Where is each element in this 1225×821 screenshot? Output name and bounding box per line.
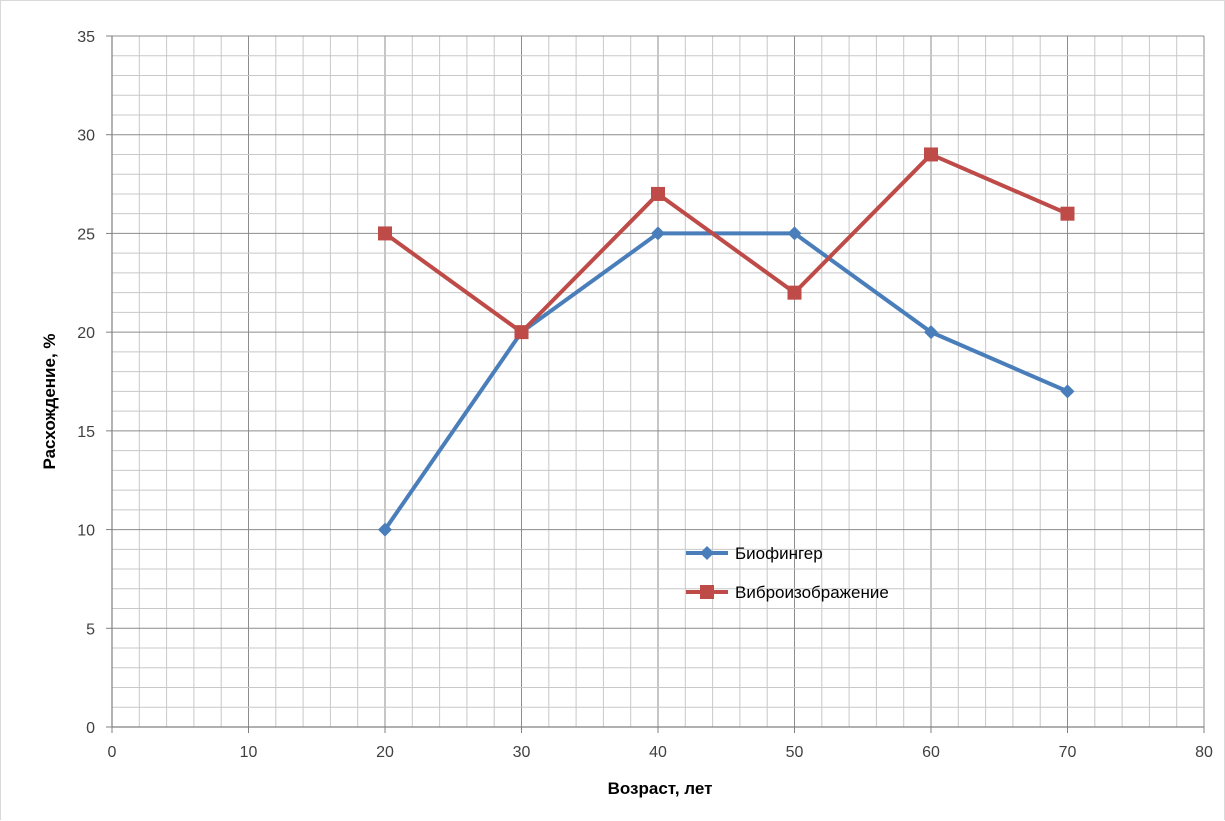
x-tick-label: 80 [1195, 744, 1213, 761]
data-point-marker [787, 285, 802, 300]
axes: 0 10 20 30 40 50 60 70 80 0 5 10 15 20 25 30 35 [77, 29, 1213, 761]
y-axis-title: Расхождение, % [40, 333, 59, 469]
series-line [383, 231, 1069, 531]
data-point-marker [651, 226, 665, 241]
x-axis-title: Возраст, лет [608, 779, 713, 798]
y-tick-label: 10 [77, 523, 95, 540]
legend-diamond-icon [700, 546, 714, 560]
x-tick-label: 10 [240, 744, 258, 761]
x-tick-label: 60 [922, 744, 940, 761]
series-biofinger [378, 226, 1075, 537]
series-vibroimage [378, 147, 1075, 340]
data-point-marker [924, 325, 938, 340]
data-point-marker [924, 147, 938, 162]
series-layer [378, 147, 1075, 537]
x-tick-label: 40 [649, 744, 667, 761]
data-point-marker [787, 226, 802, 241]
legend-label-vibroimage: Виброизображение [735, 583, 889, 602]
x-tick-label: 20 [376, 744, 394, 761]
legend-label-biofinger: Биофингер [735, 544, 823, 563]
x-tick-label: 50 [786, 744, 804, 761]
y-tick-label: 0 [86, 720, 95, 737]
y-tick-label: 5 [86, 621, 95, 638]
x-tick-label: 0 [108, 744, 117, 761]
data-point-marker [514, 325, 529, 340]
y-tick-label: 15 [77, 424, 95, 441]
data-point-marker [378, 226, 392, 241]
y-tick-label: 20 [77, 325, 95, 342]
data-point-marker [651, 186, 665, 201]
x-tick-label: 30 [513, 744, 531, 761]
y-tick-label: 25 [77, 226, 95, 243]
legend-marker-icon [700, 546, 714, 560]
series-line [383, 152, 1069, 335]
data-point-marker [1060, 384, 1075, 399]
data-point-marker [378, 522, 392, 537]
x-tick-label: 70 [1059, 744, 1077, 761]
legend-square-icon [700, 585, 714, 599]
data-point-marker [1060, 206, 1075, 221]
legend-marker-icon [700, 585, 714, 599]
y-tick-label: 35 [77, 29, 95, 46]
grid [111, 35, 1205, 728]
y-tick-label: 30 [77, 128, 95, 145]
legend: Биофингер Виброизображение [686, 544, 889, 602]
